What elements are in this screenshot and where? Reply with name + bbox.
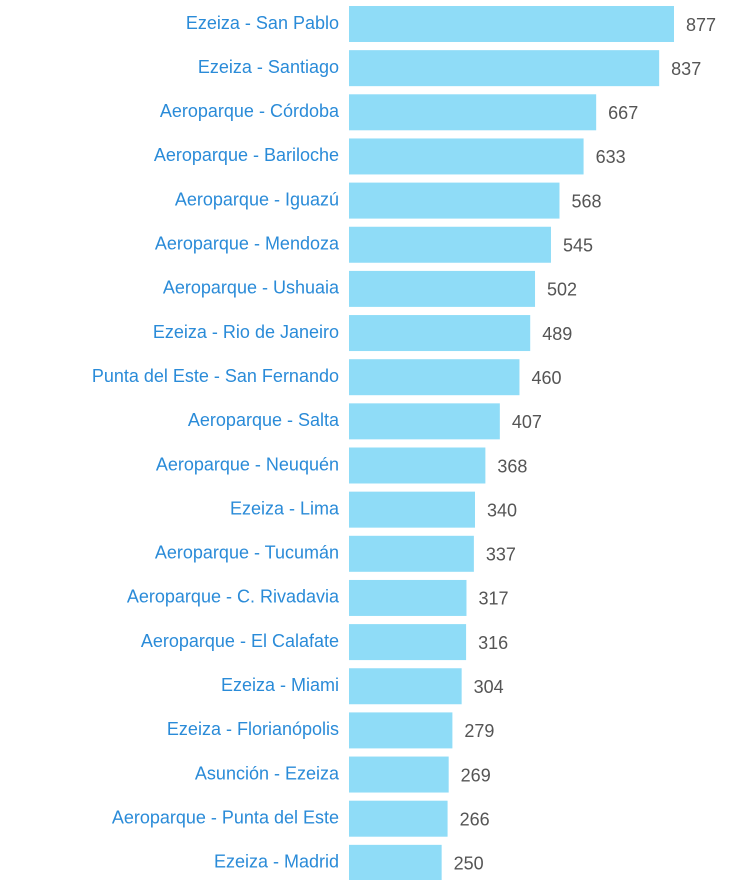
bar bbox=[349, 844, 442, 880]
category-label: Ezeiza - San Pablo bbox=[186, 13, 339, 33]
value-label: 304 bbox=[474, 677, 504, 697]
bar bbox=[349, 50, 660, 87]
bar bbox=[349, 226, 551, 263]
category-label: Aeroparque - Córdoba bbox=[160, 101, 340, 121]
value-label: 460 bbox=[531, 368, 561, 388]
bar bbox=[349, 579, 467, 616]
bar bbox=[349, 624, 467, 661]
bar bbox=[349, 94, 597, 131]
bar bbox=[349, 491, 475, 528]
value-label: 502 bbox=[547, 280, 577, 300]
bar bbox=[349, 138, 584, 175]
category-label: Punta del Este - San Fernando bbox=[92, 366, 339, 386]
bar bbox=[349, 182, 560, 219]
value-label: 266 bbox=[460, 809, 490, 829]
category-label: Aeroparque - Bariloche bbox=[154, 145, 339, 165]
category-label: Aeroparque - Salta bbox=[188, 410, 340, 430]
category-label: Ezeiza - Santiago bbox=[198, 57, 339, 77]
bar bbox=[349, 535, 474, 572]
value-label: 269 bbox=[461, 765, 491, 785]
value-label: 545 bbox=[563, 236, 593, 256]
bar bbox=[349, 800, 448, 837]
value-label: 407 bbox=[512, 412, 542, 432]
value-label: 250 bbox=[454, 854, 484, 874]
category-label: Aeroparque - C. Rivadavia bbox=[127, 587, 340, 607]
value-label: 489 bbox=[542, 324, 572, 344]
value-label: 337 bbox=[486, 545, 516, 565]
bar bbox=[349, 270, 536, 307]
bar bbox=[349, 6, 674, 42]
value-label: 568 bbox=[571, 191, 601, 211]
bar bbox=[349, 359, 520, 396]
bar bbox=[349, 712, 453, 749]
value-label: 633 bbox=[596, 147, 626, 167]
bar bbox=[349, 756, 449, 793]
category-label: Aeroparque - Mendoza bbox=[155, 234, 340, 254]
category-label: Ezeiza - Rio de Janeiro bbox=[153, 322, 339, 342]
value-label: 877 bbox=[686, 15, 716, 35]
category-label: Aeroparque - Neuquén bbox=[156, 454, 339, 474]
value-label: 279 bbox=[464, 721, 494, 741]
value-label: 316 bbox=[478, 633, 508, 653]
value-label: 317 bbox=[478, 589, 508, 609]
bar bbox=[349, 403, 500, 440]
bar bbox=[349, 315, 531, 352]
category-label: Aeroparque - El Calafate bbox=[141, 631, 339, 651]
value-label: 667 bbox=[608, 103, 638, 123]
value-label: 837 bbox=[671, 59, 701, 79]
bar bbox=[349, 447, 486, 484]
category-label: Ezeiza - Madrid bbox=[214, 852, 339, 872]
category-label: Aeroparque - Punta del Este bbox=[112, 807, 339, 827]
value-label: 340 bbox=[487, 500, 517, 520]
category-label: Ezeiza - Lima bbox=[230, 498, 340, 518]
category-label: Ezeiza - Miami bbox=[221, 675, 339, 695]
category-label: Asunción - Ezeiza bbox=[195, 763, 340, 783]
category-label: Aeroparque - Ushuaia bbox=[163, 278, 340, 298]
category-label: Aeroparque - Tucumán bbox=[155, 543, 339, 563]
bar bbox=[349, 668, 462, 705]
value-label: 368 bbox=[497, 456, 527, 476]
category-label: Aeroparque - Iguazú bbox=[175, 189, 339, 209]
category-label: Ezeiza - Florianópolis bbox=[167, 719, 339, 739]
